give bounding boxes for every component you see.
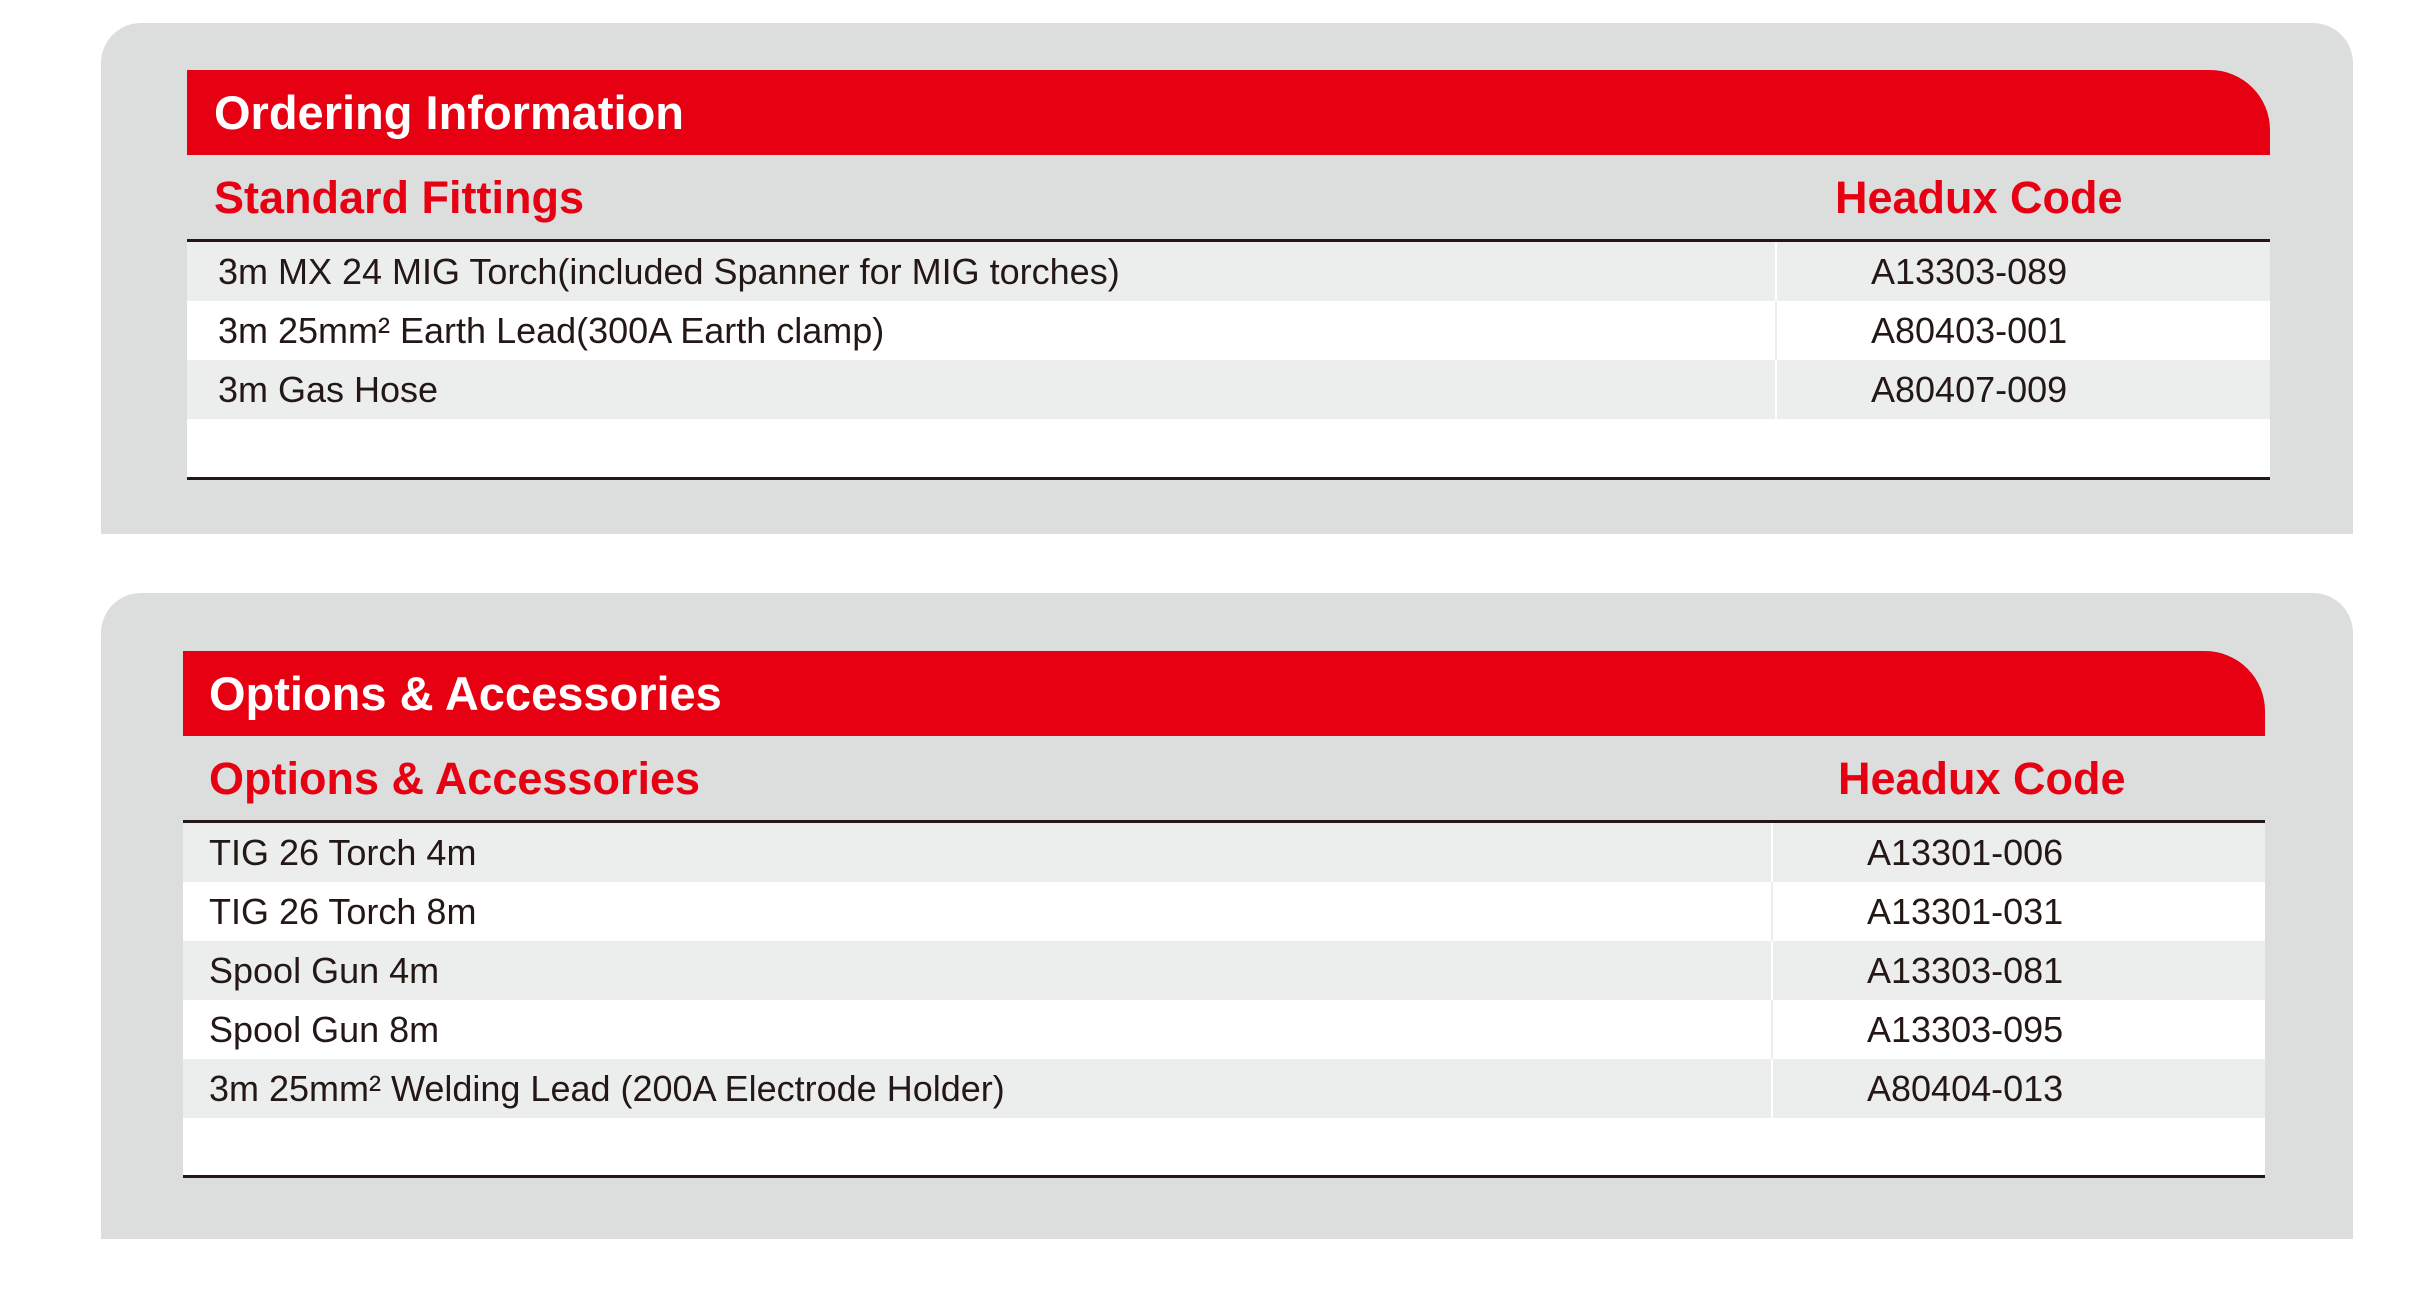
item-description: TIG 26 Torch 4m <box>209 832 477 873</box>
headux-code: A80407-009 <box>1775 360 2270 419</box>
header-divider <box>187 239 2270 242</box>
empty-row <box>187 419 2270 478</box>
item-description: 3m 25mm² Welding Lead (200A Electrode Ho… <box>209 1068 1005 1109</box>
item-description: Spool Gun 8m <box>209 1009 440 1050</box>
headux-code-header: Headux Code <box>1838 753 2126 804</box>
table-row: TIG 26 Torch 8m A13301-031 <box>183 882 2265 941</box>
headux-code: A80404-013 <box>1771 1059 2265 1118</box>
item-description: 3m MX 24 MIG Torch(included Spanner for … <box>218 251 1120 292</box>
header-divider <box>183 820 2265 823</box>
table-row: Spool Gun 8m A13303-095 <box>183 1000 2265 1059</box>
headux-code: A13301-006 <box>1771 823 2265 882</box>
options-table: TIG 26 Torch 4m A13301-006 TIG 26 Torch 8m… <box>183 823 2265 1177</box>
table-bottom-divider <box>183 1175 2265 1178</box>
item-description: TIG 26 Torch 8m <box>209 891 477 932</box>
table-row: 3m MX 24 MIG Torch(included Spanner for … <box>187 242 2270 301</box>
options-accessories-header: Options & Accessories <box>209 753 701 804</box>
empty-row <box>183 1118 2265 1177</box>
item-description: Spool Gun 4m <box>209 950 440 991</box>
table-row: TIG 26 Torch 4m A13301-006 <box>183 823 2265 882</box>
headux-code: A13303-095 <box>1771 1000 2265 1059</box>
table-row: 3m Gas Hose A80407-009 <box>187 360 2270 419</box>
ordering-table: 3m MX 24 MIG Torch(included Spanner for … <box>187 242 2270 478</box>
options-accessories-title: Options & Accessories <box>183 651 2265 736</box>
ordering-information-title: Ordering Information <box>187 70 2270 155</box>
standard-fittings-header: Standard Fittings <box>214 172 584 223</box>
headux-code: A13303-089 <box>1775 242 2270 301</box>
table-bottom-divider <box>187 477 2270 480</box>
headux-code-header: Headux Code <box>1835 172 2123 223</box>
table-row: 3m 25mm² Welding Lead (200A Electrode Ho… <box>183 1059 2265 1118</box>
table-row: 3m 25mm² Earth Lead(300A Earth clamp) A80… <box>187 301 2270 360</box>
table-row: Spool Gun 4m A13303-081 <box>183 941 2265 1000</box>
headux-code: A13301-031 <box>1771 882 2265 941</box>
item-description: 3m 25mm² Earth Lead(300A Earth clamp) <box>218 310 885 351</box>
item-description: 3m Gas Hose <box>218 369 439 410</box>
headux-code: A13303-081 <box>1771 941 2265 1000</box>
headux-code: A80403-001 <box>1775 301 2270 360</box>
